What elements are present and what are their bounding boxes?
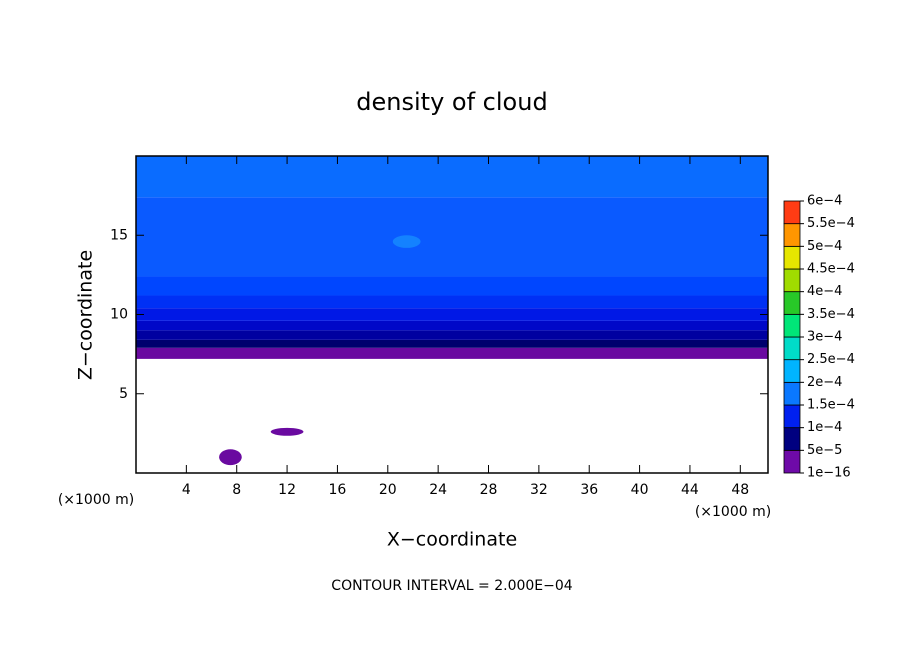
colorbar-box: [783, 200, 801, 225]
colorbar-box: [783, 336, 801, 361]
y-tick-label: 5: [119, 386, 128, 402]
x-tick-label: 8: [232, 482, 241, 498]
contour-band: [136, 308, 768, 321]
contour-band: [136, 276, 768, 296]
x-tick-label: 32: [530, 482, 548, 498]
contour-patch: [270, 427, 304, 436]
colorbar-box: [783, 268, 801, 293]
colorbar-box: [783, 449, 801, 474]
colorbar-box: [783, 313, 801, 338]
colorbar-label: 5e−5: [807, 443, 842, 458]
colorbar-box: [783, 245, 801, 270]
contour-band: [136, 339, 768, 348]
colorbar-box: [783, 404, 801, 429]
colorbar-box: [783, 223, 801, 247]
colorbar-label: 2e−4: [807, 375, 842, 390]
colorbar-box: [783, 359, 801, 383]
colorbar-box: [783, 427, 801, 451]
colorbar-label: 3e−4: [807, 330, 842, 345]
colorbar-label: 4e−4: [807, 284, 842, 299]
colorbar-label: 1e−4: [807, 420, 842, 435]
contour-patch: [392, 235, 421, 248]
colorbar-label: 1.5e−4: [807, 398, 855, 413]
colorbar-label: 2.5e−4: [807, 352, 855, 367]
x-tick-label: 12: [278, 482, 296, 498]
x-tick-label: 40: [631, 482, 649, 498]
colorbar-label: 6e−4: [807, 194, 842, 209]
x-tick-label: 48: [731, 482, 749, 498]
contour-band: [136, 295, 768, 309]
x-tick-label: 36: [580, 482, 598, 498]
colorbar-label: 5e−4: [807, 239, 842, 254]
contour-band: [136, 156, 768, 198]
x-tick-label: 24: [429, 482, 447, 498]
colorbar-box: [783, 381, 801, 406]
x-axis-label: X−coordinate: [387, 529, 517, 551]
x-tick-label: 28: [480, 482, 498, 498]
x-tick-label: 16: [329, 482, 347, 498]
x-tick-label: 4: [182, 482, 191, 498]
footer: CONTOUR INTERVAL = 2.000E−04: [331, 578, 572, 594]
contour-patch: [219, 449, 242, 466]
y-tick-label: 15: [110, 227, 128, 243]
y-axis-label: Z−coordinate: [75, 250, 97, 380]
colorbar-label: 1e−16: [807, 466, 851, 481]
x-tick-label: 20: [379, 482, 397, 498]
colorbar-box: [783, 291, 801, 315]
y-unit: (×1000 m): [58, 492, 134, 508]
x-tick-label: 44: [681, 482, 699, 498]
chart-title: density of cloud: [356, 88, 547, 116]
contour-band: [136, 320, 768, 331]
colorbar-label: 4.5e−4: [807, 262, 855, 277]
colorbar-label: 3.5e−4: [807, 307, 855, 322]
contour-band: [136, 330, 768, 340]
x-unit: (×1000 m): [695, 504, 771, 520]
contour-band: [136, 347, 768, 359]
colorbar-label: 5.5e−4: [807, 216, 855, 231]
y-tick-label: 10: [110, 307, 128, 323]
contour-band: [136, 197, 768, 277]
